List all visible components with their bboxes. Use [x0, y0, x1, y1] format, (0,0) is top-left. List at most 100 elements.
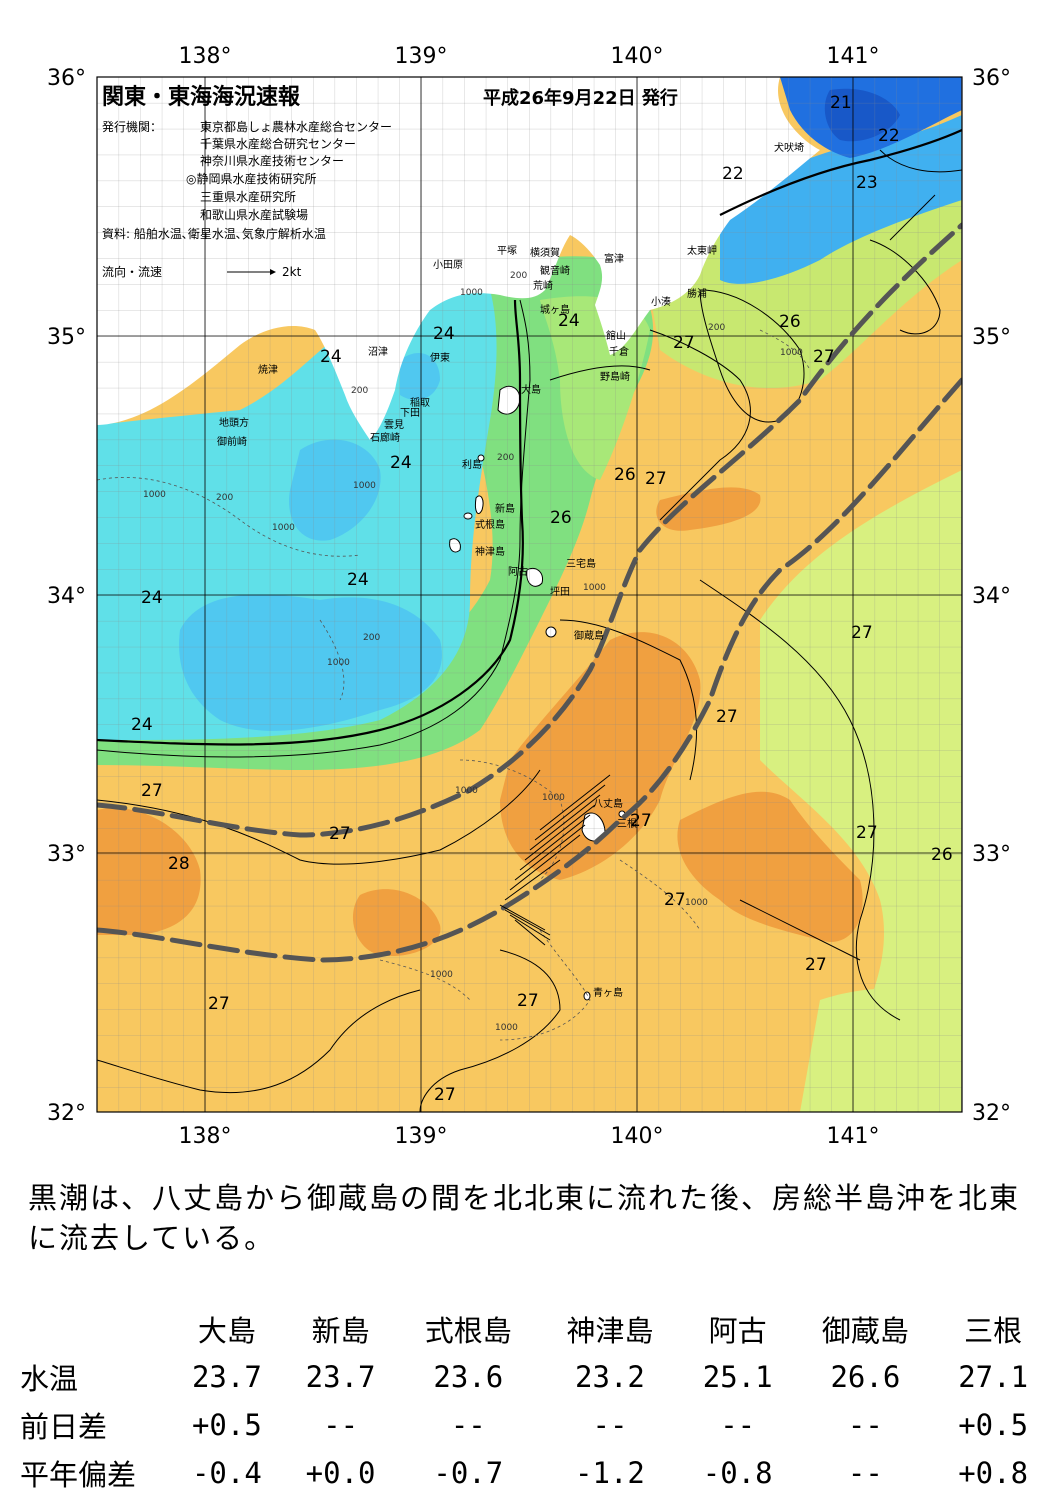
station-header: 御蔵島: [821, 1314, 909, 1348]
table-cell: +0.8: [958, 1456, 1029, 1490]
publisher: 神奈川県水産技術センター: [200, 153, 344, 168]
temp-label: 27: [517, 991, 539, 1011]
data-source: 資料: 船舶水温､衛星水温､気象庁解析水温: [102, 226, 326, 241]
lat-label: 34°: [972, 584, 1011, 609]
summary-text: 黒潮は、八丈島から御蔵島の間を北北東に流れた後、房総半島沖を北東に流去している。: [28, 1181, 1021, 1255]
place-label: 雲見: [384, 419, 404, 431]
table-cell: +0.0: [305, 1456, 376, 1490]
temp-label: 22: [878, 126, 900, 146]
isotherm-labels: 21 22 22 23 24 24 24 24 24 24 24 26 26 2…: [131, 93, 953, 1105]
lat-label: 32°: [47, 1101, 86, 1126]
lat-label: 36°: [47, 66, 86, 91]
place-label: 三宅島: [566, 557, 596, 570]
table-cell: -0.4: [191, 1456, 262, 1490]
depth-labels: 200 1000 200 1000 200 1000 1000 200 1000…: [143, 271, 803, 1033]
place-label: 青ヶ島: [593, 986, 623, 999]
lat-label: 34°: [47, 584, 86, 609]
table-cell: -1.2: [575, 1456, 645, 1490]
publisher: 東京都島しょ農林水産総合センター: [200, 119, 392, 134]
sea-temperature-map: 138° 139° 140° 141° 138° 139° 140° 141° …: [47, 44, 1011, 1149]
table-cell: +0.5: [958, 1408, 1029, 1442]
depth-label: 200: [510, 271, 527, 281]
temp-label: 27: [856, 823, 878, 843]
current-vectors: [499, 194, 936, 946]
row-label: 水温: [20, 1362, 79, 1396]
place-label: 三根: [617, 817, 637, 830]
place-label: 野島崎: [600, 370, 630, 383]
place-label: 稲取: [410, 397, 430, 409]
lat-label: 35°: [47, 325, 86, 350]
place-label: 八丈島: [593, 797, 623, 810]
lat-label: 32°: [972, 1101, 1011, 1126]
publisher: 三重県水産研究所: [200, 189, 296, 204]
place-label: 勝浦: [687, 287, 707, 300]
table-cell: 23.7: [191, 1360, 262, 1394]
depth-label: 200: [351, 386, 368, 396]
publisher-list: 東京都島しょ農林水産総合センター 千葉県水産総合研究センター 神奈川県水産技術セ…: [186, 119, 392, 222]
temp-label: 27: [645, 469, 667, 489]
publisher: 和歌山県水産試験場: [200, 207, 308, 222]
table-header-row: 大島 新島 式根島 神津島 阿古 御蔵島 三根: [20, 1305, 1050, 1353]
lat-label: 36°: [972, 66, 1011, 91]
place-label: 坪田: [550, 585, 570, 598]
lon-label: 140°: [611, 1124, 664, 1149]
depth-label: 1000: [685, 898, 708, 908]
temp-label: 27: [813, 347, 835, 367]
publisher: ◎静岡県水産技術研究所: [186, 171, 316, 186]
temp-label: 27: [329, 824, 351, 844]
place-label: 式根島: [475, 518, 505, 531]
temp-label: 27: [851, 623, 873, 643]
depth-label: 1000: [327, 658, 350, 668]
place-label: 石廊崎: [370, 431, 400, 444]
station-header: 三根: [964, 1314, 1023, 1348]
table-row: 平年偏差 -0.4 +0.0 -0.7 -1.2 -0.8 -- +0.8: [20, 1449, 1050, 1497]
depth-label: 1000: [430, 970, 453, 980]
table-cell: --: [592, 1408, 628, 1442]
lat-label: 33°: [47, 842, 86, 867]
map-title: 関東・東海海況速報: [102, 84, 301, 110]
table-cell: 23.2: [575, 1360, 645, 1394]
temp-label: 24: [347, 570, 369, 590]
lon-label: 140°: [611, 44, 664, 69]
latitude-labels-right: 36° 35° 34° 33° 32°: [972, 66, 1011, 1126]
temp-label: 24: [141, 588, 163, 608]
table-cell: --: [450, 1408, 486, 1442]
depth-label: 1000: [542, 793, 565, 803]
table-cell: --: [720, 1408, 756, 1442]
sea-surface-temperature-field: [97, 77, 962, 1112]
place-label: 平塚: [497, 245, 517, 257]
publisher: 千葉県水産総合研究センター: [200, 136, 356, 151]
depth-label: 1000: [455, 786, 478, 796]
temp-label: 26: [931, 845, 953, 865]
depth-label: 200: [363, 633, 380, 643]
station-header: 新島: [311, 1314, 370, 1348]
station-header: 阿古: [708, 1314, 767, 1348]
table-cell: +0.5: [191, 1408, 262, 1442]
depth-label: 200: [708, 323, 725, 333]
temp-label: 26: [550, 508, 572, 528]
place-label: 観音崎: [540, 264, 570, 277]
legend-speed: 2kt: [282, 265, 302, 279]
place-label: 小湊: [651, 295, 671, 308]
temp-label: 26: [614, 465, 636, 485]
latitude-labels-left: 36° 35° 34° 33° 32°: [47, 66, 86, 1126]
place-label: 小田原: [433, 259, 463, 271]
station-header: 大島: [197, 1314, 256, 1348]
place-label: 大島: [521, 383, 541, 396]
legend-arrow: [227, 269, 276, 275]
table-cell: --: [847, 1408, 883, 1442]
temp-label: 28: [168, 854, 190, 874]
place-label: 沼津: [368, 345, 388, 358]
depth-label: 1000: [272, 523, 295, 533]
temp-label: 27: [664, 890, 686, 910]
table-corner: [20, 1305, 170, 1353]
place-label: 利島: [462, 458, 482, 471]
place-label: 太東岬: [687, 244, 717, 257]
temp-label: 24: [131, 715, 153, 735]
row-label: 平年偏差: [20, 1458, 137, 1492]
temp-label: 21: [830, 93, 852, 113]
table-cell: 26.6: [830, 1360, 901, 1394]
depth-label: 1000: [353, 481, 376, 491]
depth-label: 200: [216, 493, 233, 503]
place-label: 館山: [606, 329, 626, 342]
